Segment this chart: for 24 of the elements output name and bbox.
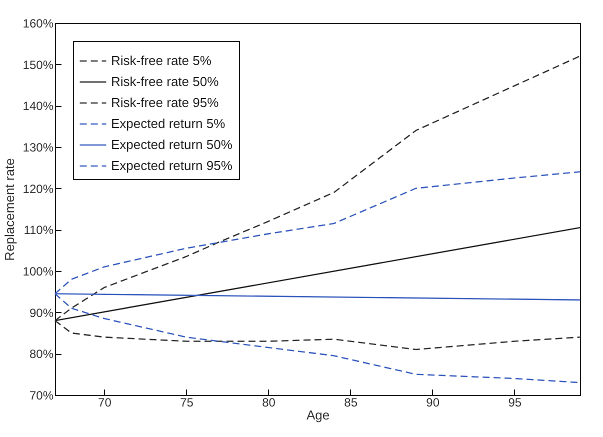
y-tick-label: 80% bbox=[29, 347, 54, 362]
x-tick-label: 75 bbox=[180, 396, 194, 410]
x-axis-title: Age bbox=[306, 408, 330, 422]
legend-label: Risk-free rate 95% bbox=[111, 95, 220, 110]
x-tick-label: 70 bbox=[98, 396, 112, 410]
y-tick-label: 100% bbox=[22, 264, 54, 278]
legend-label: Risk-free rate 50% bbox=[111, 74, 220, 89]
legend-label: Expected return 50% bbox=[111, 137, 233, 152]
y-tick-label: 130% bbox=[22, 140, 54, 154]
y-tick-label: 70% bbox=[29, 388, 54, 402]
x-tick-label: 85 bbox=[344, 396, 358, 410]
y-tick-label: 140% bbox=[22, 99, 54, 114]
y-tick-label: 90% bbox=[29, 306, 54, 320]
x-tick-label: 90 bbox=[426, 396, 440, 410]
y-tick-label: 110% bbox=[24, 223, 54, 238]
y-tick-label: 150% bbox=[22, 58, 54, 72]
y-tick-label: 120% bbox=[22, 182, 54, 196]
legend-label: Expected return 5% bbox=[111, 116, 226, 131]
y-axis-title: Replacement rate bbox=[2, 158, 17, 261]
y-tick-label: 160% bbox=[22, 16, 54, 30]
x-tick-label: 80 bbox=[262, 396, 276, 410]
legend-label: Expected return 95% bbox=[111, 158, 233, 173]
legend-label: Risk-free rate 5% bbox=[111, 53, 212, 68]
x-tick-label: 95 bbox=[508, 396, 522, 410]
